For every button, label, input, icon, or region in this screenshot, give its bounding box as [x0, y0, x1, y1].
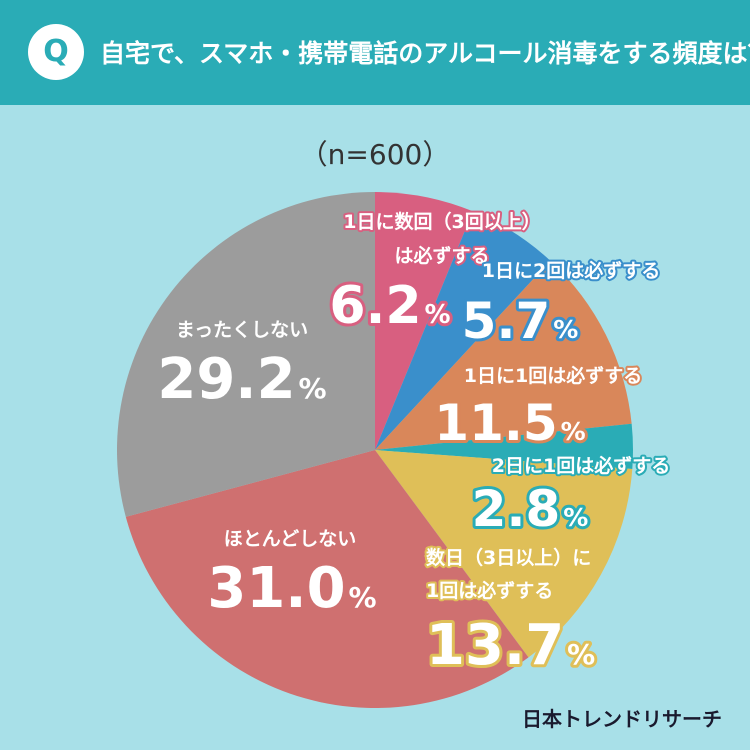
slice-label: 1日に1回は必ずする — [464, 364, 642, 387]
pie-slice — [117, 192, 376, 517]
question-text: 自宅で、スマホ・携帯電話のアルコール消毒をする頻度は？ — [100, 39, 750, 68]
slice-value: 2.8% — [472, 480, 589, 538]
slice-value: 5.7% — [462, 292, 579, 350]
q-badge-label: Q — [43, 34, 69, 69]
slice-label: 1回は必ずする — [426, 579, 553, 602]
pie-slice — [375, 450, 633, 658]
pie-slice — [125, 450, 529, 709]
sample-size: （n=600） — [299, 138, 451, 171]
slice-value: 29.2% — [157, 347, 326, 412]
pie-slice — [375, 423, 634, 470]
pie-slice — [375, 260, 632, 450]
slice-label: ほとんどしない — [224, 528, 356, 550]
pie-slice — [375, 211, 551, 450]
pie-slice — [375, 191, 473, 450]
slice-label: 1日に2回は必ずする — [482, 259, 660, 282]
slice-label: は必ずする — [394, 244, 489, 267]
slice-value: 11.5% — [434, 394, 585, 452]
slice-value: 6.2% — [329, 276, 450, 336]
slice-label: 1日に数回（3回以上） — [343, 210, 540, 233]
question-header: Q 自宅で、スマホ・携帯電話のアルコール消毒をする頻度は？ — [0, 0, 750, 105]
slice-label: 数日（3日以上）に — [426, 546, 591, 569]
slice-value: 31.0% — [207, 556, 376, 621]
brand-logo: 日本トレンドリサーチ — [522, 707, 722, 731]
slice-label: 2日に1回は必ずする — [492, 454, 670, 477]
slice-label: まったくしない — [176, 319, 308, 341]
slice-value: 13.7% — [426, 613, 595, 678]
q-badge-icon: Q — [28, 24, 84, 80]
